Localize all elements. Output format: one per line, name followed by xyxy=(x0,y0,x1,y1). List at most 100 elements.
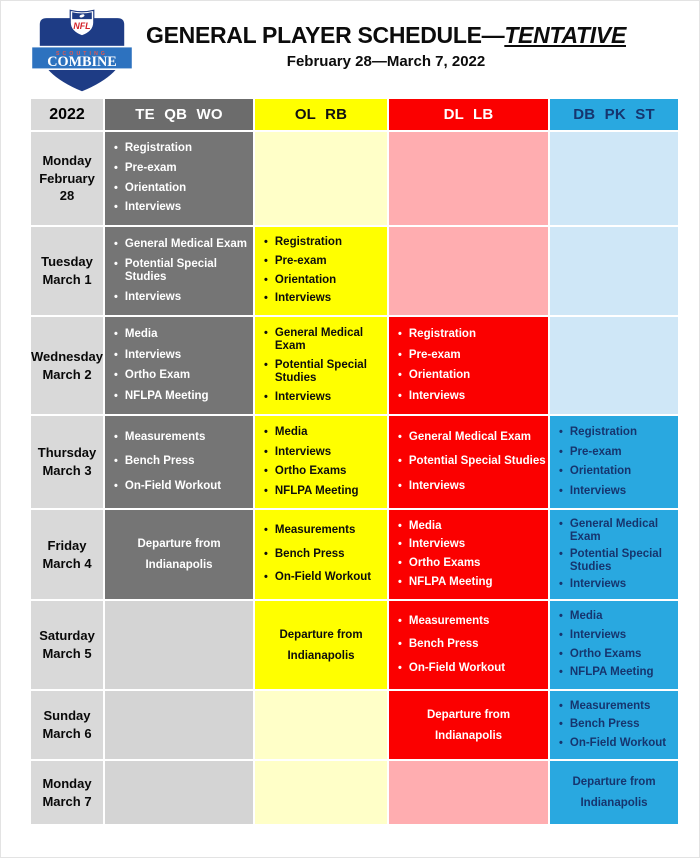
bullet-icon: • xyxy=(398,519,402,532)
schedule-item-label: NFLPA Meeting xyxy=(569,666,654,679)
schedule-row: Tuesday March 1 • General Medical Exam • Pote… xyxy=(28,225,681,317)
schedule-item-label: Interviews xyxy=(569,578,627,591)
departure-note-line: Indianapolis xyxy=(580,797,648,809)
schedule-item: • Measurements xyxy=(559,700,676,713)
schedule-item-label: On-Field Workout xyxy=(569,736,667,749)
schedule-table: 2022 TE QB WO OL RB DL LB DB PK ST Monday Fe… xyxy=(28,97,681,826)
bullet-icon: • xyxy=(398,369,402,382)
schedule-cell-red: • Media • Interviews • Ortho Exams • NFLPA Meet… xyxy=(387,508,551,601)
bullet-icon: • xyxy=(398,389,402,402)
schedule-cell-yellow: Departure from Indianapolis xyxy=(253,599,390,691)
schedule-item: • Interviews xyxy=(114,291,251,304)
schedule-item: • Measurements xyxy=(114,431,251,444)
schedule-item-label: Potential Special Studies xyxy=(124,257,217,283)
logo-combine-label: COMBINE xyxy=(47,54,117,70)
schedule-cell-yellow: • General Medical Exam • Potential Special … xyxy=(253,315,390,416)
year-header-cell: 2022 xyxy=(28,97,106,132)
schedule-item: • Interviews xyxy=(264,292,385,305)
departure-note-line: Departure from xyxy=(572,776,656,788)
schedule-item: • Interviews xyxy=(264,446,385,459)
schedule-item-label: Ortho Exam xyxy=(124,369,191,382)
schedule-item: • Measurements xyxy=(398,615,546,628)
bullet-icon: • xyxy=(114,201,118,214)
schedule-cell-gray xyxy=(103,759,256,826)
title-block: GENERAL PLAYER SCHEDULE—TENTATIVE Februa… xyxy=(116,22,656,70)
schedule-item-label: Media xyxy=(569,610,603,623)
logo-nfl-label: NFL xyxy=(73,21,90,31)
date-label: March 7 xyxy=(42,793,92,809)
bullet-icon: • xyxy=(264,465,268,478)
schedule-item: • Interviews xyxy=(114,349,251,362)
schedule-cell-gray: • Registration • Pre-exam • Orientation • Inter… xyxy=(103,130,256,227)
schedule-item-label: Measurements xyxy=(569,700,651,713)
schedule-item-label: Orientation xyxy=(408,369,471,382)
bullet-icon: • xyxy=(114,431,118,444)
day-label: Saturday xyxy=(39,628,95,644)
schedule-item: • Media xyxy=(264,426,385,439)
schedule-item-label: Orientation xyxy=(274,273,337,286)
bullet-icon: • xyxy=(114,237,118,250)
schedule-item: • Potential Special Studies xyxy=(264,359,385,385)
bullet-icon: • xyxy=(559,484,563,497)
departure-note: Departure from Indianapolis xyxy=(550,762,678,823)
schedule-item: • Registration xyxy=(114,142,251,155)
date-label: March 6 xyxy=(42,726,92,741)
bullet-icon: • xyxy=(264,426,268,439)
date-label: March 4 xyxy=(42,555,92,571)
football-icon xyxy=(79,14,85,18)
schedule-item: • General Medical Exam xyxy=(559,518,676,544)
date-label: March 5 xyxy=(42,646,92,661)
departure-note: Departure from Indianapolis xyxy=(105,511,253,598)
schedule-item-label: NFLPA Meeting xyxy=(408,576,493,589)
schedule-item: • Interviews xyxy=(559,629,676,642)
schedule-item-label: Interviews xyxy=(569,484,627,497)
schedule-cell-blue: Departure from Indianapolis xyxy=(548,759,681,826)
schedule-item: • Interviews xyxy=(264,391,385,404)
schedule-item-label: Pre-exam xyxy=(124,162,177,175)
bullet-icon: • xyxy=(114,479,118,492)
bullet-icon: • xyxy=(398,328,402,341)
bullet-icon: • xyxy=(559,736,563,749)
schedule-item: • NFLPA Meeting xyxy=(398,576,546,589)
schedule-item-label: General Medical Exam xyxy=(124,237,247,250)
day-label: Monday xyxy=(42,775,92,791)
schedule-item: • Interviews xyxy=(114,201,251,214)
schedule-item: • Media xyxy=(398,520,546,533)
schedule-item-label: Bench Press xyxy=(408,638,479,651)
schedule-item-label: Pre-exam xyxy=(274,255,327,268)
schedule-cell-red: • General Medical Exam • Potential Special … xyxy=(387,414,551,510)
schedule-item: • Interviews xyxy=(398,480,546,493)
schedule-item: • On-Field Workout xyxy=(398,662,546,675)
schedule-item-label: NFLPA Meeting xyxy=(124,389,209,402)
schedule-item-label: NFLPA Meeting xyxy=(274,484,359,497)
bullet-icon: • xyxy=(398,479,402,492)
schedule-item-label: Interviews xyxy=(124,291,182,303)
bullet-icon: • xyxy=(559,517,563,530)
schedule-item-label: Media xyxy=(124,328,158,341)
nfl-scouting-combine-logo: SCOUTING COMBINE NFL xyxy=(30,9,134,92)
schedule-row: Friday March 4 Departure from Indianapolis •… xyxy=(28,508,681,601)
column-header-yellow: OL RB xyxy=(253,97,390,132)
schedule-item-label: General Medical Exam xyxy=(569,517,659,543)
schedule-item-label: Interviews xyxy=(569,629,627,642)
departure-note-line: Indianapolis xyxy=(287,649,355,662)
column-header-red: DL LB xyxy=(387,97,551,132)
schedule-item-label: On-Field Workout xyxy=(408,661,506,674)
schedule-item: • Bench Press xyxy=(114,455,251,468)
date-label: March 2 xyxy=(42,366,92,382)
schedule-item: • Bench Press xyxy=(398,638,546,651)
schedule-cell-blue xyxy=(548,225,681,317)
schedule-item: • Potential Special Studies xyxy=(114,258,251,284)
schedule-item-label: On-Field Workout xyxy=(124,479,222,492)
departure-note-line: Departure from xyxy=(279,628,363,641)
day-label: Wednesday xyxy=(31,348,104,364)
day-label: Monday xyxy=(42,153,92,169)
bullet-icon: • xyxy=(559,718,563,731)
schedule-row: Sunday March 6 Departure from Indianapolis •… xyxy=(28,689,681,761)
schedule-cell-blue: • Measurements • Bench Press • On-Field Worko… xyxy=(548,689,681,761)
schedule-cell-yellow: • Media • Interviews • Ortho Exams • NFLPA Meet… xyxy=(253,414,390,510)
schedule-item-label: On-Field Workout xyxy=(274,571,372,584)
day-label: Sunday xyxy=(43,708,91,724)
date-label: February 28 xyxy=(39,170,95,204)
